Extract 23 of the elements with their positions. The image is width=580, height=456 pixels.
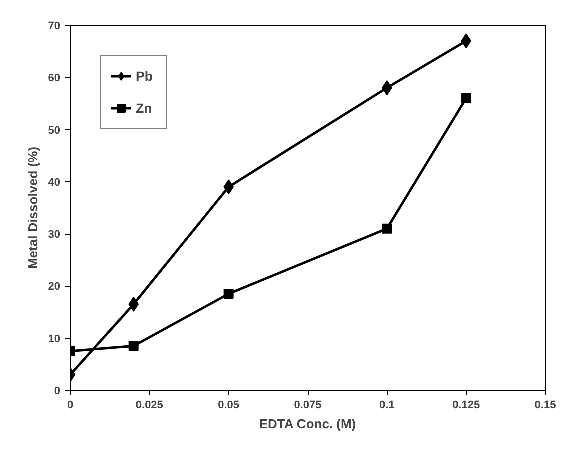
point bbox=[224, 289, 234, 300]
y-tick-label: 30 bbox=[48, 229, 61, 242]
y-tick-label: 10 bbox=[48, 333, 61, 346]
y-tick-label: 50 bbox=[48, 124, 61, 137]
legend-label: Pb bbox=[136, 68, 154, 84]
x-axis-title: EDTA Conc. (M) bbox=[259, 416, 356, 432]
point bbox=[382, 224, 392, 234]
y-tick-label: 60 bbox=[48, 72, 61, 85]
point bbox=[128, 341, 139, 352]
y-tick-label: 20 bbox=[48, 281, 61, 294]
x-tick-label: 0 bbox=[67, 400, 74, 412]
y-tick-label: 70 bbox=[48, 20, 61, 32]
x-tick-label: 0.05 bbox=[218, 400, 240, 412]
x-tick-label: 0.1 bbox=[380, 400, 395, 412]
y-tick-label: 40 bbox=[48, 176, 61, 189]
x-tick-label: 0.125 bbox=[452, 400, 480, 412]
legend-label: Zn bbox=[136, 100, 154, 116]
y-axis-title: Metal Dissolved (%) bbox=[25, 146, 40, 270]
x-tick-label: 0.075 bbox=[294, 400, 322, 412]
point bbox=[461, 94, 472, 104]
y-tick-label: 0 bbox=[54, 386, 61, 398]
x-tick-label: 0.15 bbox=[534, 400, 556, 412]
x-tick-label: 0.025 bbox=[136, 400, 164, 412]
